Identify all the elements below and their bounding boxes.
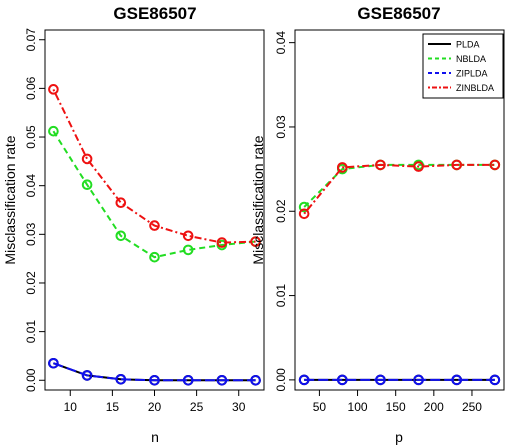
right-data-point-ziplda (298, 374, 310, 386)
left-data-point-nblda (115, 230, 127, 242)
left-y-tick-label: 0.00 (24, 368, 38, 392)
left-y-tick-label: 0.03 (24, 222, 38, 246)
right-data-point-zinblda (413, 161, 424, 172)
left-y-tick-label: 0.02 (24, 271, 38, 295)
right-x-tick-label: 250 (462, 400, 482, 414)
left-plot-frame (44, 29, 265, 391)
legend-label-zinblda: ZINBLDA (456, 83, 494, 93)
legend-label-nblda: NBLDA (456, 54, 486, 64)
left-x-tick-label: 25 (190, 400, 204, 414)
left-data-point-ziplda (250, 374, 261, 386)
left-x-tick-label: 10 (64, 400, 78, 414)
right-x-axis-label: p (395, 429, 403, 445)
left-data-point-nblda (48, 125, 59, 137)
left-y-tick-label: 0.01 (24, 320, 38, 344)
right-series-line-zinblda (303, 163, 495, 215)
left-y-axis-label: Misclassification rate (2, 135, 18, 264)
right-x-tick-label: 150 (386, 400, 406, 414)
legend-label-ziplda: ZIPLDA (456, 69, 488, 79)
right-y-tick-label: 0.01 (274, 284, 288, 308)
legend: PLDA NBLDA ZIPLDA ZINBLDA (422, 33, 504, 99)
right-y-tick-label: 0.04 (274, 31, 288, 55)
left-series-line-ziplda (53, 362, 256, 382)
right-y-tick-label: 0.02 (274, 199, 288, 223)
right-panel: GSE86507 p Misclassification rate 50 100 1… (250, 4, 505, 445)
right-data-point-zinblda (489, 159, 501, 171)
left-data-point-zinblda (115, 197, 127, 209)
left-data-point-ziplda (48, 357, 59, 369)
right-data-point-zinblda (375, 159, 386, 171)
right-series-line-nblda (303, 163, 495, 208)
right-y-axis-label: Misclassification rate (250, 135, 266, 264)
right-y-tick-label: 0.03 (274, 115, 288, 139)
left-data-point-zinblda (81, 153, 93, 165)
left-data-point-zinblda (216, 237, 228, 248)
left-y-tick-label: 0.04 (24, 174, 38, 198)
left-x-tick-label: 15 (106, 400, 120, 414)
right-data-point-zinblda (336, 162, 348, 173)
left-data-point-ziplda (216, 374, 228, 386)
left-y-tick-label: 0.06 (24, 76, 38, 100)
right-x-tick-label: 50 (313, 400, 327, 414)
right-x-tick-label: 200 (424, 400, 444, 414)
left-data-point-nblda (182, 244, 194, 256)
right-data-point-zinblda (298, 208, 310, 220)
right-data-point-ziplda (336, 374, 348, 386)
left-series-line-zinblda (52, 88, 256, 244)
left-data-point-ziplda (149, 374, 160, 386)
left-y-tick-label: 0.07 (24, 28, 38, 52)
right-data-point-ziplda (413, 374, 424, 386)
right-data-point-ziplda (375, 374, 386, 386)
left-chart-title: GSE86507 (113, 4, 196, 23)
left-data-point-ziplda (115, 373, 127, 385)
right-data-point-ziplda (489, 374, 501, 386)
right-data-point-ziplda (451, 374, 463, 386)
left-data-point-nblda (81, 179, 93, 191)
right-y-tick-label: 0.00 (274, 368, 288, 392)
left-data-point-zinblda (48, 84, 59, 95)
left-x-tick-label: 30 (232, 400, 246, 414)
left-data-point-ziplda (81, 370, 93, 381)
left-y-tick-label: 0.05 (24, 125, 38, 149)
legend-label-plda: PLDA (456, 40, 480, 50)
left-series-line-nblda (52, 130, 256, 259)
right-chart-title: GSE86507 (357, 4, 440, 23)
right-x-tick-label: 100 (348, 400, 368, 414)
right-data-point-zinblda (451, 159, 463, 171)
left-panel: GSE86507 n Misclassification rate 10 15 20… (2, 4, 265, 445)
left-data-point-ziplda (182, 374, 194, 386)
left-data-point-zinblda (182, 230, 194, 242)
left-x-axis-label: n (151, 429, 159, 445)
left-x-tick-label: 20 (148, 400, 162, 414)
right-plot-frame (294, 29, 505, 391)
left-data-point-zinblda (149, 220, 160, 231)
left-data-point-nblda (149, 251, 160, 263)
left-data-point-zinblda (250, 236, 261, 247)
